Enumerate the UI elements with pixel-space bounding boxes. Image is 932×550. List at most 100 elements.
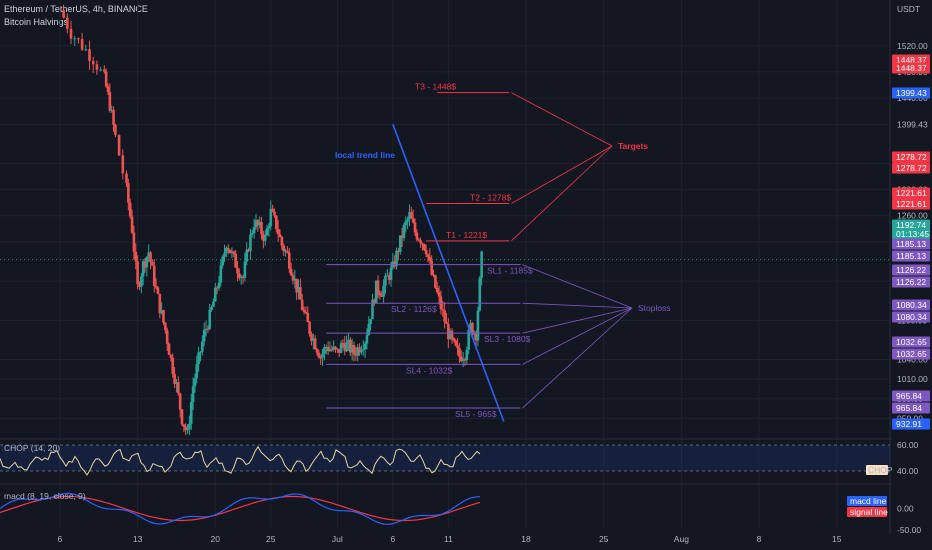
candle-body <box>273 211 276 216</box>
candle-body <box>176 382 180 394</box>
chop-tag-label: CHOP <box>868 465 893 475</box>
candle-body <box>117 135 121 156</box>
candle-body <box>103 69 106 72</box>
candle-body <box>424 249 428 255</box>
candle-body <box>232 251 236 254</box>
candle-body <box>289 268 293 276</box>
candle-body <box>310 333 313 341</box>
price-tag <box>892 219 930 231</box>
candle-body <box>426 254 430 257</box>
candle-body <box>341 343 345 345</box>
candle-body <box>461 359 465 362</box>
candle-body <box>175 382 178 385</box>
price-tag-label: 1080.34 <box>896 300 927 310</box>
candle-body <box>171 357 175 374</box>
candle-body <box>437 292 441 297</box>
candle-body <box>352 344 356 355</box>
candle-body <box>286 250 289 253</box>
candle-body <box>421 243 424 245</box>
stoploss-arrow <box>522 307 633 334</box>
price-tag <box>892 311 930 323</box>
chop-line <box>0 445 481 476</box>
candle-body <box>134 251 138 262</box>
candle-body <box>234 253 237 268</box>
candle-body <box>91 60 95 65</box>
candle-body <box>450 330 454 339</box>
price-tag-label: 1185.13 <box>896 239 926 249</box>
candle-body <box>385 275 389 277</box>
price-tag-label: 1185.13 <box>896 251 926 261</box>
candle-body <box>280 236 284 246</box>
price-tag <box>892 162 930 174</box>
price-tag-label: 1278.72 <box>896 163 927 173</box>
candle-body <box>130 216 134 233</box>
candle-body <box>459 356 463 362</box>
stoploss-arrow <box>522 307 633 409</box>
candle-body <box>136 261 139 285</box>
target-label: T3 - 1448$ <box>415 82 456 92</box>
candle-body <box>199 351 202 353</box>
candle-body <box>317 352 321 358</box>
candle-body <box>313 338 317 350</box>
candle-body <box>402 225 406 239</box>
candle-body <box>228 249 232 254</box>
candle-body <box>269 208 273 227</box>
candle-body <box>267 226 271 229</box>
candle-body <box>225 247 228 253</box>
candle-body <box>160 310 163 314</box>
stoploss-label: SL3 - 1080$ <box>484 334 531 344</box>
candle-body <box>367 323 371 335</box>
candle-body <box>350 344 354 353</box>
candle-body <box>282 245 286 252</box>
candle-body <box>365 334 369 344</box>
x-tick-label: 13 <box>133 534 143 544</box>
candle-body <box>384 275 387 286</box>
candle-body <box>454 340 458 346</box>
price-tag-label: 1126.22 <box>896 277 926 287</box>
candle-body <box>434 275 437 288</box>
candle-body <box>445 321 448 324</box>
trend-line <box>392 123 505 422</box>
candle-body <box>186 428 189 431</box>
indicator-label: Bitcoin Halvings <box>4 17 69 27</box>
candle-body <box>478 277 482 311</box>
candle-body <box>339 343 343 353</box>
macd-title: macd (8, 19, close, 9) <box>4 491 86 501</box>
x-tick-label: 18 <box>521 534 531 544</box>
candle-body <box>435 287 439 293</box>
candle-body <box>458 348 461 357</box>
candle-body <box>284 250 287 252</box>
candle-body <box>73 38 77 40</box>
signal-legend <box>847 507 887 517</box>
x-tick-label: 15 <box>832 534 842 544</box>
candle-body <box>265 228 269 236</box>
candle-body <box>221 256 224 266</box>
candle-body <box>395 250 398 267</box>
candle-body <box>193 378 197 387</box>
stoploss-label-main: Stoploss <box>638 303 671 313</box>
target-label: T1 - 1221$ <box>446 230 487 240</box>
candle-body <box>291 275 295 281</box>
candle-body <box>140 276 143 287</box>
candle-body <box>238 273 241 279</box>
price-tag-label: 1221.61 <box>896 199 927 209</box>
candle-body <box>127 183 130 203</box>
candle-body <box>260 222 263 235</box>
price-tag <box>892 238 930 250</box>
candle-body <box>110 109 114 111</box>
candle-body <box>145 256 149 268</box>
candle-body <box>428 256 432 261</box>
candle-body <box>382 285 385 297</box>
candle-body <box>128 202 132 217</box>
price-tag-label: 1278.72 <box>896 152 927 162</box>
candle-body <box>132 232 136 252</box>
candle-body <box>271 208 274 212</box>
candle-body <box>323 347 326 354</box>
y-tick-label: 1260.00 <box>897 211 928 221</box>
price-tag-label: 965.84 <box>896 391 922 401</box>
candle-body <box>321 353 324 358</box>
candle-body <box>230 251 234 254</box>
candle-body <box>456 345 459 349</box>
candle-body <box>471 323 474 335</box>
